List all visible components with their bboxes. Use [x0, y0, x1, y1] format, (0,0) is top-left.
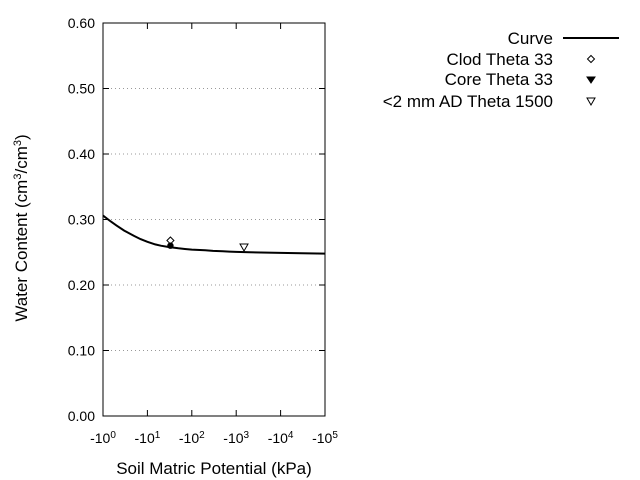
grid-lines — [103, 88, 325, 351]
ad-theta-1500-point — [239, 243, 249, 253]
y-axis-label-sup1: 3 — [12, 174, 24, 180]
y-axis-ticks: 0.00 0.10 0.20 0.30 0.40 0.50 0.60 — [68, 15, 325, 424]
x-tick-label-base: -10 — [90, 430, 110, 446]
x-tick-label: -101 — [135, 430, 161, 447]
legend-label-core: Core Theta 33 — [445, 70, 553, 89]
curve-layer — [102, 214, 326, 255]
x-tick-label-exp: 1 — [155, 430, 161, 441]
x-tick-label: -104 — [268, 430, 294, 447]
x-tick-label-base: -10 — [223, 430, 243, 446]
y-axis-label-end: ) — [12, 134, 31, 140]
legend: Curve Clod Theta 33 Core Theta 33 <2 mm … — [383, 29, 619, 111]
y-axis-label-mid: /cm — [12, 146, 31, 173]
x-tick-label-base: -10 — [312, 430, 332, 446]
x-tick-label: -102 — [179, 430, 205, 447]
x-axis-ticks: -100 -101 -102 -103 -104 -105 — [90, 23, 338, 446]
x-axis-label: Soil Matric Potential (kPa) — [116, 459, 312, 478]
x-tick-label-base: -10 — [179, 430, 199, 446]
x-tick-label-exp: 4 — [288, 430, 294, 441]
y-tick-label: 0.10 — [68, 343, 95, 359]
y-tick-label: 0.30 — [68, 212, 95, 228]
x-tick-label: -103 — [223, 430, 249, 447]
x-tick-label: -100 — [90, 430, 116, 447]
x-tick-label-exp: 0 — [110, 430, 116, 441]
marker-layer — [166, 236, 249, 253]
y-tick-label: 0.40 — [68, 146, 95, 162]
y-axis-label-base: Water Content (cm — [12, 180, 31, 322]
x-tick-label: -105 — [312, 430, 338, 447]
core-theta-33-point — [167, 242, 174, 249]
x-tick-label-base: -10 — [135, 430, 155, 446]
legend-label-clod: Clod Theta 33 — [447, 50, 553, 69]
y-axis-label: Water Content (cm3/cm3) — [12, 134, 31, 321]
curve-line — [102, 214, 326, 255]
legend-label-curve: Curve — [508, 29, 553, 48]
x-tick-label-base: -10 — [268, 430, 288, 446]
y-tick-label: 0.20 — [68, 277, 95, 293]
y-axis-label-sup2: 3 — [12, 140, 24, 146]
y-tick-label: 0.60 — [68, 15, 95, 31]
legend-swatch-clod-diamond — [586, 54, 596, 64]
x-tick-label-exp: 3 — [244, 430, 250, 441]
legend-swatch-ad-triangle — [586, 97, 596, 107]
y-tick-label: 0.00 — [68, 408, 95, 424]
legend-label-ad: <2 mm AD Theta 1500 — [383, 92, 553, 111]
x-tick-label-exp: 5 — [332, 430, 338, 441]
legend-swatch-core-marker — [586, 76, 596, 84]
x-tick-label-exp: 2 — [199, 430, 205, 441]
y-tick-label: 0.50 — [68, 81, 95, 97]
